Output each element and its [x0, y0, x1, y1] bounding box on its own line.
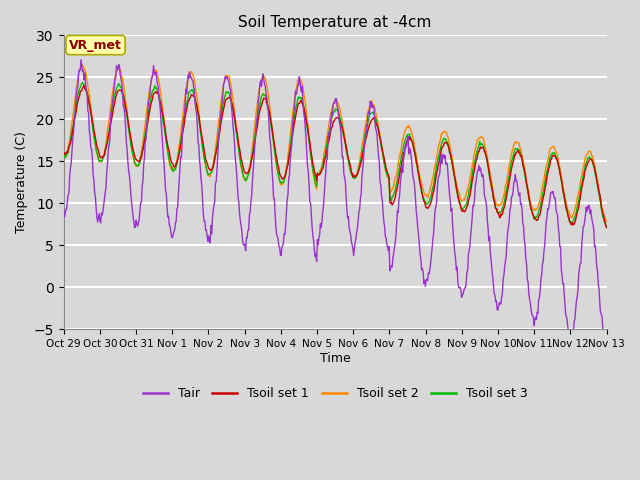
- Text: VR_met: VR_met: [69, 38, 122, 51]
- Title: Soil Temperature at -4cm: Soil Temperature at -4cm: [239, 15, 432, 30]
- Legend: Tair, Tsoil set 1, Tsoil set 2, Tsoil set 3: Tair, Tsoil set 1, Tsoil set 2, Tsoil se…: [138, 383, 532, 406]
- X-axis label: Time: Time: [320, 352, 351, 365]
- Y-axis label: Temperature (C): Temperature (C): [15, 132, 28, 233]
